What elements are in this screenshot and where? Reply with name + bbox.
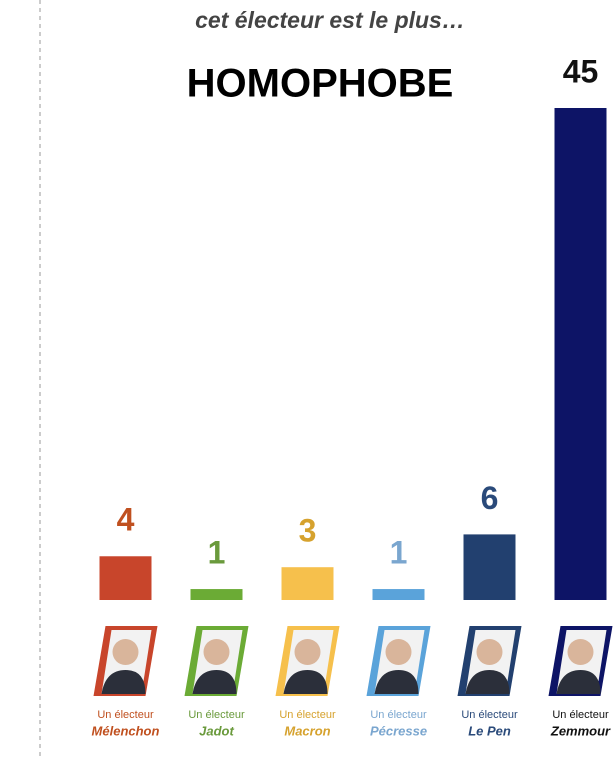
- bar: [555, 108, 607, 600]
- portrait-head: [113, 639, 139, 665]
- category-label: Jadot: [199, 723, 234, 738]
- value-label: 6: [481, 480, 499, 516]
- chart-subtitle: cet électeur est le plus…: [195, 7, 465, 33]
- chart-title: HOMOPHOBE: [187, 62, 454, 106]
- value-label: 45: [563, 53, 599, 89]
- bar: [373, 589, 425, 600]
- value-label: 1: [390, 535, 408, 571]
- category-prefix: Un électeur: [461, 709, 518, 721]
- bar: [282, 567, 334, 600]
- category-prefix: Un électeur: [279, 709, 336, 721]
- bar: [191, 589, 243, 600]
- portrait-head: [568, 639, 594, 665]
- bar: [464, 534, 516, 600]
- portrait-head: [477, 639, 503, 665]
- category-prefix: Un électeur: [552, 709, 609, 721]
- category-label: Zemmour: [550, 723, 611, 738]
- category-prefix: Un électeur: [370, 709, 427, 721]
- category-label: Macron: [284, 723, 330, 738]
- portrait-head: [295, 639, 321, 665]
- value-label: 4: [117, 502, 135, 538]
- category-prefix: Un électeur: [97, 709, 154, 721]
- portrait-head: [204, 639, 230, 665]
- bar: [100, 556, 152, 600]
- category-prefix: Un électeur: [188, 709, 245, 721]
- value-label: 1: [208, 535, 226, 571]
- category-label: Le Pen: [468, 723, 511, 738]
- portrait-head: [386, 639, 412, 665]
- category-label: Mélenchon: [92, 723, 160, 738]
- value-label: 3: [299, 513, 317, 549]
- category-label: Pécresse: [370, 723, 427, 738]
- chart: cet électeur est le plus… HOMOPHOBE 4 Un …: [0, 0, 615, 757]
